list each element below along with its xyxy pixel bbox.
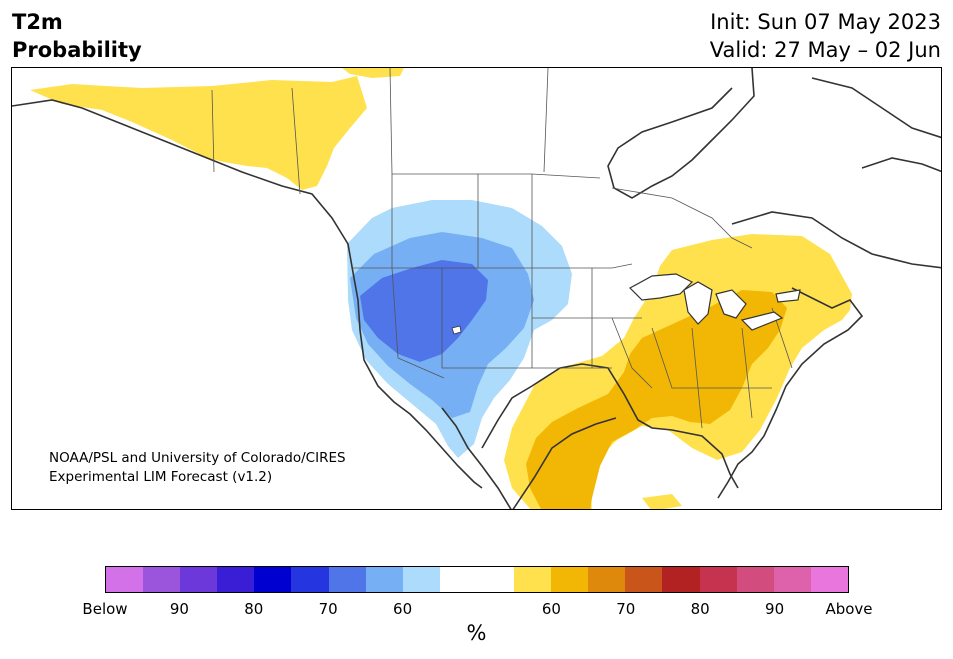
colorbar-cell xyxy=(699,567,737,592)
colorbar-unit: % xyxy=(466,621,487,645)
colorbar-cell xyxy=(254,567,292,592)
region-below-strong xyxy=(360,260,488,362)
colorbar-cell xyxy=(217,567,255,592)
title-line-type: Probability xyxy=(12,38,142,62)
colorbar-cell xyxy=(773,567,811,592)
colorbar-tick-label: 80 xyxy=(244,600,264,618)
colorbar-tick-label: Above xyxy=(825,600,873,618)
colorbar-cell xyxy=(106,567,144,592)
colorbar-cell xyxy=(180,567,218,592)
colorbar-cell xyxy=(143,567,181,592)
colorbar-cell xyxy=(625,567,663,592)
region-above-strong xyxy=(526,290,787,509)
colorbar-cell xyxy=(291,567,329,592)
colorbar-cell xyxy=(402,567,440,592)
colorbar-cell xyxy=(551,567,589,592)
colorbar-tick-label: 90 xyxy=(765,600,785,618)
colorbar-tick-label: 90 xyxy=(169,600,189,618)
state-borders xyxy=(211,68,793,429)
map-title: T2m Probability xyxy=(12,8,142,64)
colorbar-tick-label: 80 xyxy=(690,600,710,618)
init-date: Init: Sun 07 May 2023 xyxy=(710,10,941,34)
colorbar-cell xyxy=(662,567,700,592)
coastlines xyxy=(12,68,941,509)
region-above-arctic xyxy=(342,68,404,78)
credit-line2: Experimental LIM Forecast (v1.2) xyxy=(49,469,273,485)
credit-line1: NOAA/PSL and University of Colorado/CIRE… xyxy=(49,450,346,466)
great-lakes xyxy=(629,273,801,331)
probability-colorbar xyxy=(105,566,849,593)
title-line-variable: T2m xyxy=(12,10,63,34)
forecast-credit: NOAA/PSL and University of Colorado/CIRE… xyxy=(49,449,346,487)
colorbar-tick-label: 60 xyxy=(541,600,561,618)
colorbar-tick-label: Below xyxy=(82,600,128,618)
colorbar-cell xyxy=(476,567,515,592)
colorbar-cell xyxy=(736,567,774,592)
valid-dates: Valid: 27 May – 02 Jun xyxy=(709,38,941,62)
white-spot xyxy=(451,325,462,335)
colorbar-tick-label: 70 xyxy=(616,600,636,618)
forecast-map xyxy=(11,67,942,510)
colorbar-cell xyxy=(328,567,366,592)
colorbar-tick-label: 60 xyxy=(393,600,413,618)
colorbar-cell xyxy=(514,567,552,592)
colorbar-ticks: Below 90 80 70 60 60 70 80 90 Above xyxy=(82,600,872,620)
colorbar-cell xyxy=(439,567,477,592)
colorbar-cell xyxy=(588,567,626,592)
colorbar-cell xyxy=(365,567,403,592)
region-above-mexico-gulf xyxy=(642,494,682,509)
colorbar-tick-label: 70 xyxy=(318,600,338,618)
colorbar-cell xyxy=(810,567,848,592)
map-canvas xyxy=(12,68,941,509)
forecast-dates: Init: Sun 07 May 2023 Valid: 27 May – 02… xyxy=(710,8,941,64)
region-above-canada xyxy=(30,76,367,190)
